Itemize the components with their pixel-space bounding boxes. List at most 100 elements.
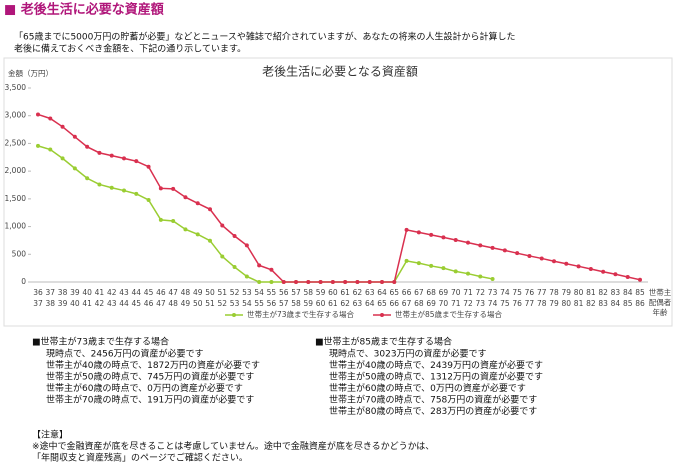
y-tick-label: 0: [21, 277, 26, 286]
point: [294, 280, 298, 284]
point: [122, 156, 126, 161]
point: [453, 237, 458, 242]
series-line: [37, 113, 641, 283]
x-tick-label: 60: [316, 299, 326, 308]
block-line: 世帯主が50歳の時点で、745万円の資産が必要です: [46, 371, 254, 383]
x-tick-label: 60: [328, 288, 338, 297]
x-tick-label: 64: [377, 288, 387, 297]
y-tick-label: 3,500: [5, 83, 27, 92]
x-tick-label: 71: [451, 299, 461, 308]
x-tick-label: 59: [316, 288, 326, 297]
x-tick-label: 54: [254, 288, 264, 297]
x-tick-label: 50: [193, 299, 203, 308]
x-tick-label: 48: [168, 299, 178, 308]
x-tick-label: 40: [70, 299, 80, 308]
x-tick-label: 51: [218, 288, 228, 297]
x-tick-label: 75: [512, 288, 522, 297]
x-tick-label: 50: [205, 288, 215, 297]
point: [601, 269, 606, 274]
point: [257, 280, 262, 284]
point: [158, 186, 163, 191]
block-title: ■世帯主が73歳まで生存する場合: [32, 336, 169, 348]
x-tick-label: 67: [414, 288, 424, 297]
x-tick-label: 43: [119, 288, 129, 297]
y-tick-label: 1,500: [5, 194, 27, 203]
point: [416, 230, 421, 235]
x-tick-label: 37: [46, 288, 56, 297]
y-tick-label: 3,000: [5, 111, 27, 120]
x-tick-label: 66: [390, 299, 400, 308]
x-tick-label: 62: [340, 299, 350, 308]
x-tick-label: 74: [500, 288, 510, 297]
x-tick-label: 58: [304, 288, 314, 297]
x-tick-label: 72: [463, 299, 473, 308]
x-axis-label: 年齢: [653, 307, 668, 317]
x-tick-label: 75: [500, 299, 510, 308]
point: [416, 261, 421, 266]
x-tick-label: 36: [33, 288, 43, 297]
y-tick-label: 1,000: [5, 222, 27, 231]
x-tick-label: 52: [230, 288, 240, 297]
chart-title: 老後生活に必要となる資産額: [262, 64, 418, 79]
point: [183, 227, 188, 232]
x-tick-label: 44: [132, 288, 142, 297]
point: [244, 274, 249, 279]
point: [502, 248, 507, 253]
x-tick-label: 39: [70, 288, 80, 297]
point: [625, 275, 630, 280]
x-tick-label: 67: [402, 299, 412, 308]
x-tick-label: 80: [562, 299, 572, 308]
block-line: 現時点で、3023万円の資産が必要です: [329, 348, 487, 360]
y-tick-label: 2,500: [5, 138, 27, 147]
point: [257, 263, 262, 268]
note-line: ※途中で金融資産が底を尽きることは考慮していません。途中で金融資産が底を尽きるか…: [32, 440, 434, 452]
point: [48, 116, 53, 121]
point: [36, 112, 40, 117]
x-tick-label: 66: [402, 288, 412, 297]
point: [343, 280, 348, 284]
y-axis-label: 金額（万円）: [8, 68, 53, 78]
x-tick-label: 43: [107, 299, 117, 308]
point: [134, 191, 139, 196]
x-tick-label: 79: [562, 288, 572, 297]
point: [208, 238, 212, 243]
point: [355, 280, 360, 284]
point: [72, 134, 77, 139]
x-tick-label: 80: [574, 288, 584, 297]
point: [244, 243, 249, 248]
point: [588, 266, 593, 271]
point: [281, 280, 286, 284]
point: [306, 280, 311, 284]
x-tick-label: 70: [451, 288, 461, 297]
x-tick-label: 42: [107, 288, 117, 297]
legend-label: 世帯主が85歳まで生存する場合: [395, 309, 503, 319]
x-tick-label: 49: [181, 299, 191, 308]
x-tick-label: 64: [365, 299, 375, 308]
point: [392, 280, 397, 284]
point: [367, 280, 372, 284]
x-tick-label: 63: [353, 299, 363, 308]
x-tick-label: 42: [95, 299, 105, 308]
point: [638, 277, 642, 282]
point: [60, 124, 65, 129]
note-line: 「年間収支と資産残高」のページでご確認ください。: [32, 452, 248, 464]
x-tick-label: 82: [598, 288, 608, 297]
point: [380, 280, 384, 284]
point: [122, 188, 126, 193]
x-tick-label: 78: [549, 288, 559, 297]
block-line: 世帯主が70歳の時点で、191万円の資産が必要です: [46, 394, 254, 406]
x-tick-label: 46: [156, 288, 166, 297]
point: [183, 195, 188, 200]
block-line: 世帯主が40歳の時点で、1872万円の資産が必要です: [46, 359, 260, 371]
x-tick-label: 62: [353, 288, 363, 297]
point: [539, 256, 544, 261]
x-tick-label: 49: [193, 288, 203, 297]
x-tick-label: 52: [218, 299, 228, 308]
x-tick-label: 73: [476, 299, 486, 308]
y-tick-label: 2,000: [5, 166, 27, 175]
legend-label: 世帯主が73歳まで生存する場合: [247, 309, 355, 319]
point: [146, 164, 151, 169]
point: [220, 254, 225, 259]
point: [453, 269, 458, 274]
x-tick-label: 76: [525, 288, 535, 297]
